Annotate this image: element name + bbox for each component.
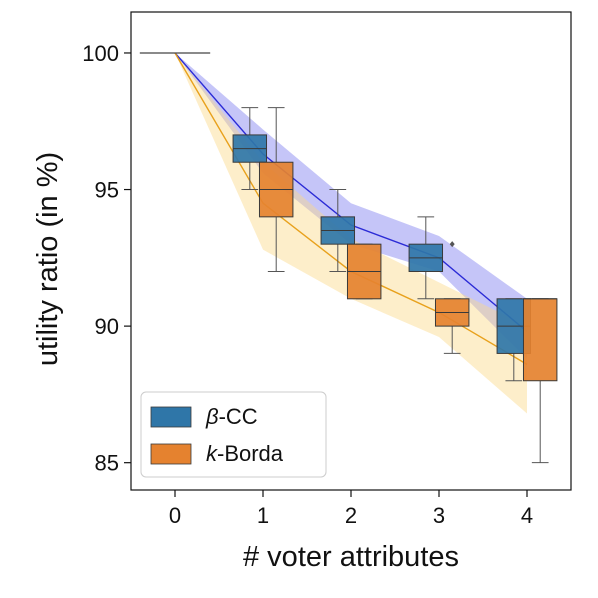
box-series-1-x4-rect <box>522 298 558 382</box>
box-series-1-x1 <box>258 107 294 272</box>
legend-swatch-beta-cc <box>150 406 192 428</box>
box-series-0-x1 <box>232 107 268 191</box>
x-tick-label-0: 0 <box>169 503 181 528</box>
x-axis-label: # voter attributes <box>243 541 459 573</box>
y-tick-label-95: 95 <box>95 178 119 203</box>
x-tick-label-1: 1 <box>257 503 269 528</box>
legend-label-k-borda: k-Borda <box>206 441 284 466</box>
legend: β-CC k-Borda <box>140 391 327 478</box>
y-tick-label-90: 90 <box>95 314 119 339</box>
legend-label-beta-cc: β-CC <box>205 404 258 429</box>
box-plots <box>139 52 558 464</box>
x-tick-label-2: 2 <box>345 503 357 528</box>
box-series-1-x2 <box>346 243 382 300</box>
y-tick-label-85: 85 <box>95 451 119 476</box>
band-series-0 <box>175 52 527 359</box>
legend-swatch-k-borda <box>150 443 192 465</box>
y-axis-label: utility ratio (in %) <box>32 152 64 366</box>
x-tick-label-3: 3 <box>433 503 445 528</box>
box-series-1-x4 <box>522 298 558 464</box>
x-tick-label-4: 4 <box>521 503 533 528</box>
box-series-0-x3 <box>408 216 444 300</box>
box-series-1-x3 <box>434 298 470 354</box>
y-axis-ticks: 85 90 95 100 <box>82 41 131 476</box>
flier-series-1-0 <box>449 241 455 248</box>
box-series-0-x2 <box>320 189 356 272</box>
y-tick-label-100: 100 <box>82 41 119 66</box>
x-axis-ticks: 0 1 2 3 4 <box>169 490 533 528</box>
